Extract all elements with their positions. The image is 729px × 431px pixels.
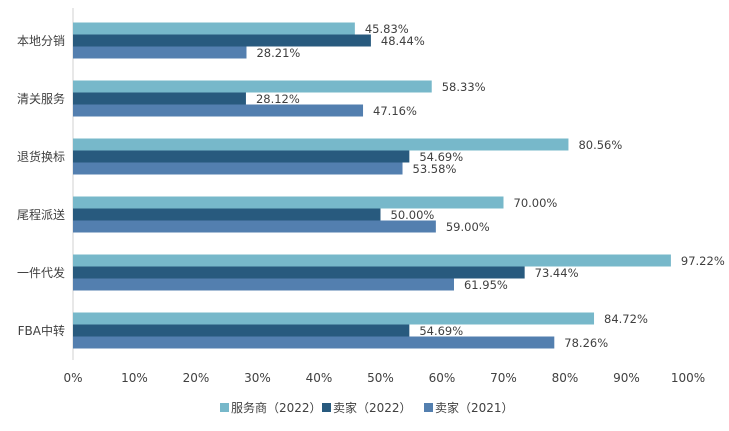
data-label: 28.12% <box>256 92 300 106</box>
category-label: 本地分销 <box>17 34 65 48</box>
category-label: FBA中转 <box>18 323 65 338</box>
data-label: 54.69% <box>419 324 463 338</box>
x-tick-label: 100% <box>671 371 705 385</box>
legend-swatch <box>322 403 331 412</box>
x-tick-label: 0% <box>63 371 82 385</box>
data-label: 80.56% <box>578 138 622 152</box>
data-label: 47.16% <box>373 104 417 118</box>
x-tick-label: 40% <box>306 371 333 385</box>
data-label: 70.00% <box>514 196 558 210</box>
category-label: 尾程派送 <box>17 207 65 222</box>
data-label: 48.44% <box>381 34 425 48</box>
bar <box>73 278 454 291</box>
data-label: 53.58% <box>413 162 457 176</box>
legend-label: 卖家（2021） <box>435 400 514 415</box>
category-label: 退货换标 <box>17 149 65 164</box>
bar <box>73 312 595 325</box>
bar <box>73 254 671 267</box>
bar <box>73 220 436 233</box>
x-tick-label: 10% <box>121 371 148 385</box>
legend-swatch <box>424 403 433 412</box>
data-label: 84.72% <box>604 312 648 326</box>
bar <box>73 80 432 93</box>
bar <box>73 150 410 163</box>
legend-label: 卖家（2022） <box>333 400 412 415</box>
data-label: 61.95% <box>464 278 508 292</box>
data-label: 45.83% <box>365 22 409 36</box>
bar <box>73 266 525 279</box>
data-label: 28.21% <box>256 46 300 60</box>
x-tick-label: 50% <box>367 371 394 385</box>
data-label: 58.33% <box>442 80 486 94</box>
bar <box>73 162 403 175</box>
category-label: 清关服务 <box>17 91 65 106</box>
x-tick-label: 70% <box>490 371 517 385</box>
x-tick-label: 80% <box>552 371 579 385</box>
bar <box>73 196 504 209</box>
x-tick-label: 20% <box>183 371 210 385</box>
bar <box>73 138 569 151</box>
data-label: 78.26% <box>564 336 608 350</box>
data-label: 73.44% <box>535 266 579 280</box>
legend-swatch <box>220 403 229 412</box>
data-label: 50.00% <box>391 208 435 222</box>
bar <box>73 324 410 337</box>
bar <box>73 104 364 117</box>
bar <box>73 208 381 221</box>
bar <box>73 34 371 47</box>
category-label: 一件代发 <box>17 265 65 280</box>
data-label: 59.00% <box>446 220 490 234</box>
bar <box>73 22 355 35</box>
data-label: 97.22% <box>681 254 725 268</box>
x-tick-label: 30% <box>244 371 271 385</box>
bar <box>73 46 247 59</box>
bar <box>73 92 246 105</box>
x-tick-label: 90% <box>613 371 640 385</box>
x-tick-label: 60% <box>429 371 456 385</box>
bar <box>73 336 555 349</box>
legend-label: 服务商（2022） <box>231 400 322 415</box>
data-label: 54.69% <box>419 150 463 164</box>
